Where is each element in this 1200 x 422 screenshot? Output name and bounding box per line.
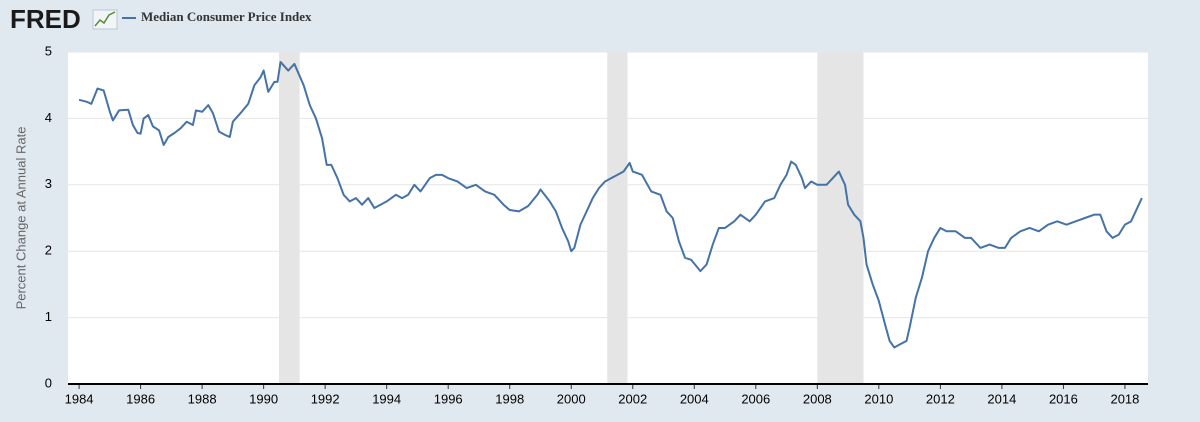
logo-icon-line bbox=[94, 11, 116, 27]
x-tick-label: 2002 bbox=[618, 391, 647, 406]
x-tick-label: 2018 bbox=[1110, 391, 1139, 406]
x-tick-label: 2006 bbox=[741, 391, 770, 406]
y-tick-label: 4 bbox=[45, 110, 52, 125]
x-tick-label: 1992 bbox=[311, 391, 340, 406]
x-tick-label: 1998 bbox=[495, 391, 524, 406]
y-axis-label: Percent Change at Annual Rate bbox=[13, 127, 28, 310]
x-tick-label: 1986 bbox=[126, 391, 155, 406]
x-tick-label: 2004 bbox=[680, 391, 709, 406]
x-tick-label: 2010 bbox=[864, 391, 893, 406]
x-tick-label: 2008 bbox=[803, 391, 832, 406]
x-tick-label: 2000 bbox=[557, 391, 586, 406]
fred-logo: FRED bbox=[10, 4, 118, 34]
x-tick-label: 1996 bbox=[434, 391, 463, 406]
x-tick-label: 1988 bbox=[188, 391, 217, 406]
x-tick-label: 1990 bbox=[249, 391, 278, 406]
recession-band bbox=[279, 52, 300, 384]
x-tick-label: 2016 bbox=[1049, 391, 1078, 406]
legend-label: Median Consumer Price Index bbox=[141, 9, 312, 24]
x-tick-label: 2014 bbox=[987, 391, 1016, 406]
y-tick-label: 0 bbox=[45, 375, 52, 390]
x-tick-label: 1984 bbox=[65, 391, 94, 406]
y-tick-label: 5 bbox=[45, 43, 52, 58]
x-tick-label: 1994 bbox=[372, 391, 401, 406]
recession-band bbox=[817, 52, 864, 384]
y-tick-label: 2 bbox=[45, 243, 52, 258]
x-tick-label: 2012 bbox=[926, 391, 955, 406]
y-tick-label: 1 bbox=[45, 309, 52, 324]
recession-band bbox=[607, 52, 628, 384]
logo-text: FRED bbox=[10, 4, 81, 34]
y-tick-label: 3 bbox=[45, 176, 52, 191]
series-line bbox=[78, 60, 1143, 349]
